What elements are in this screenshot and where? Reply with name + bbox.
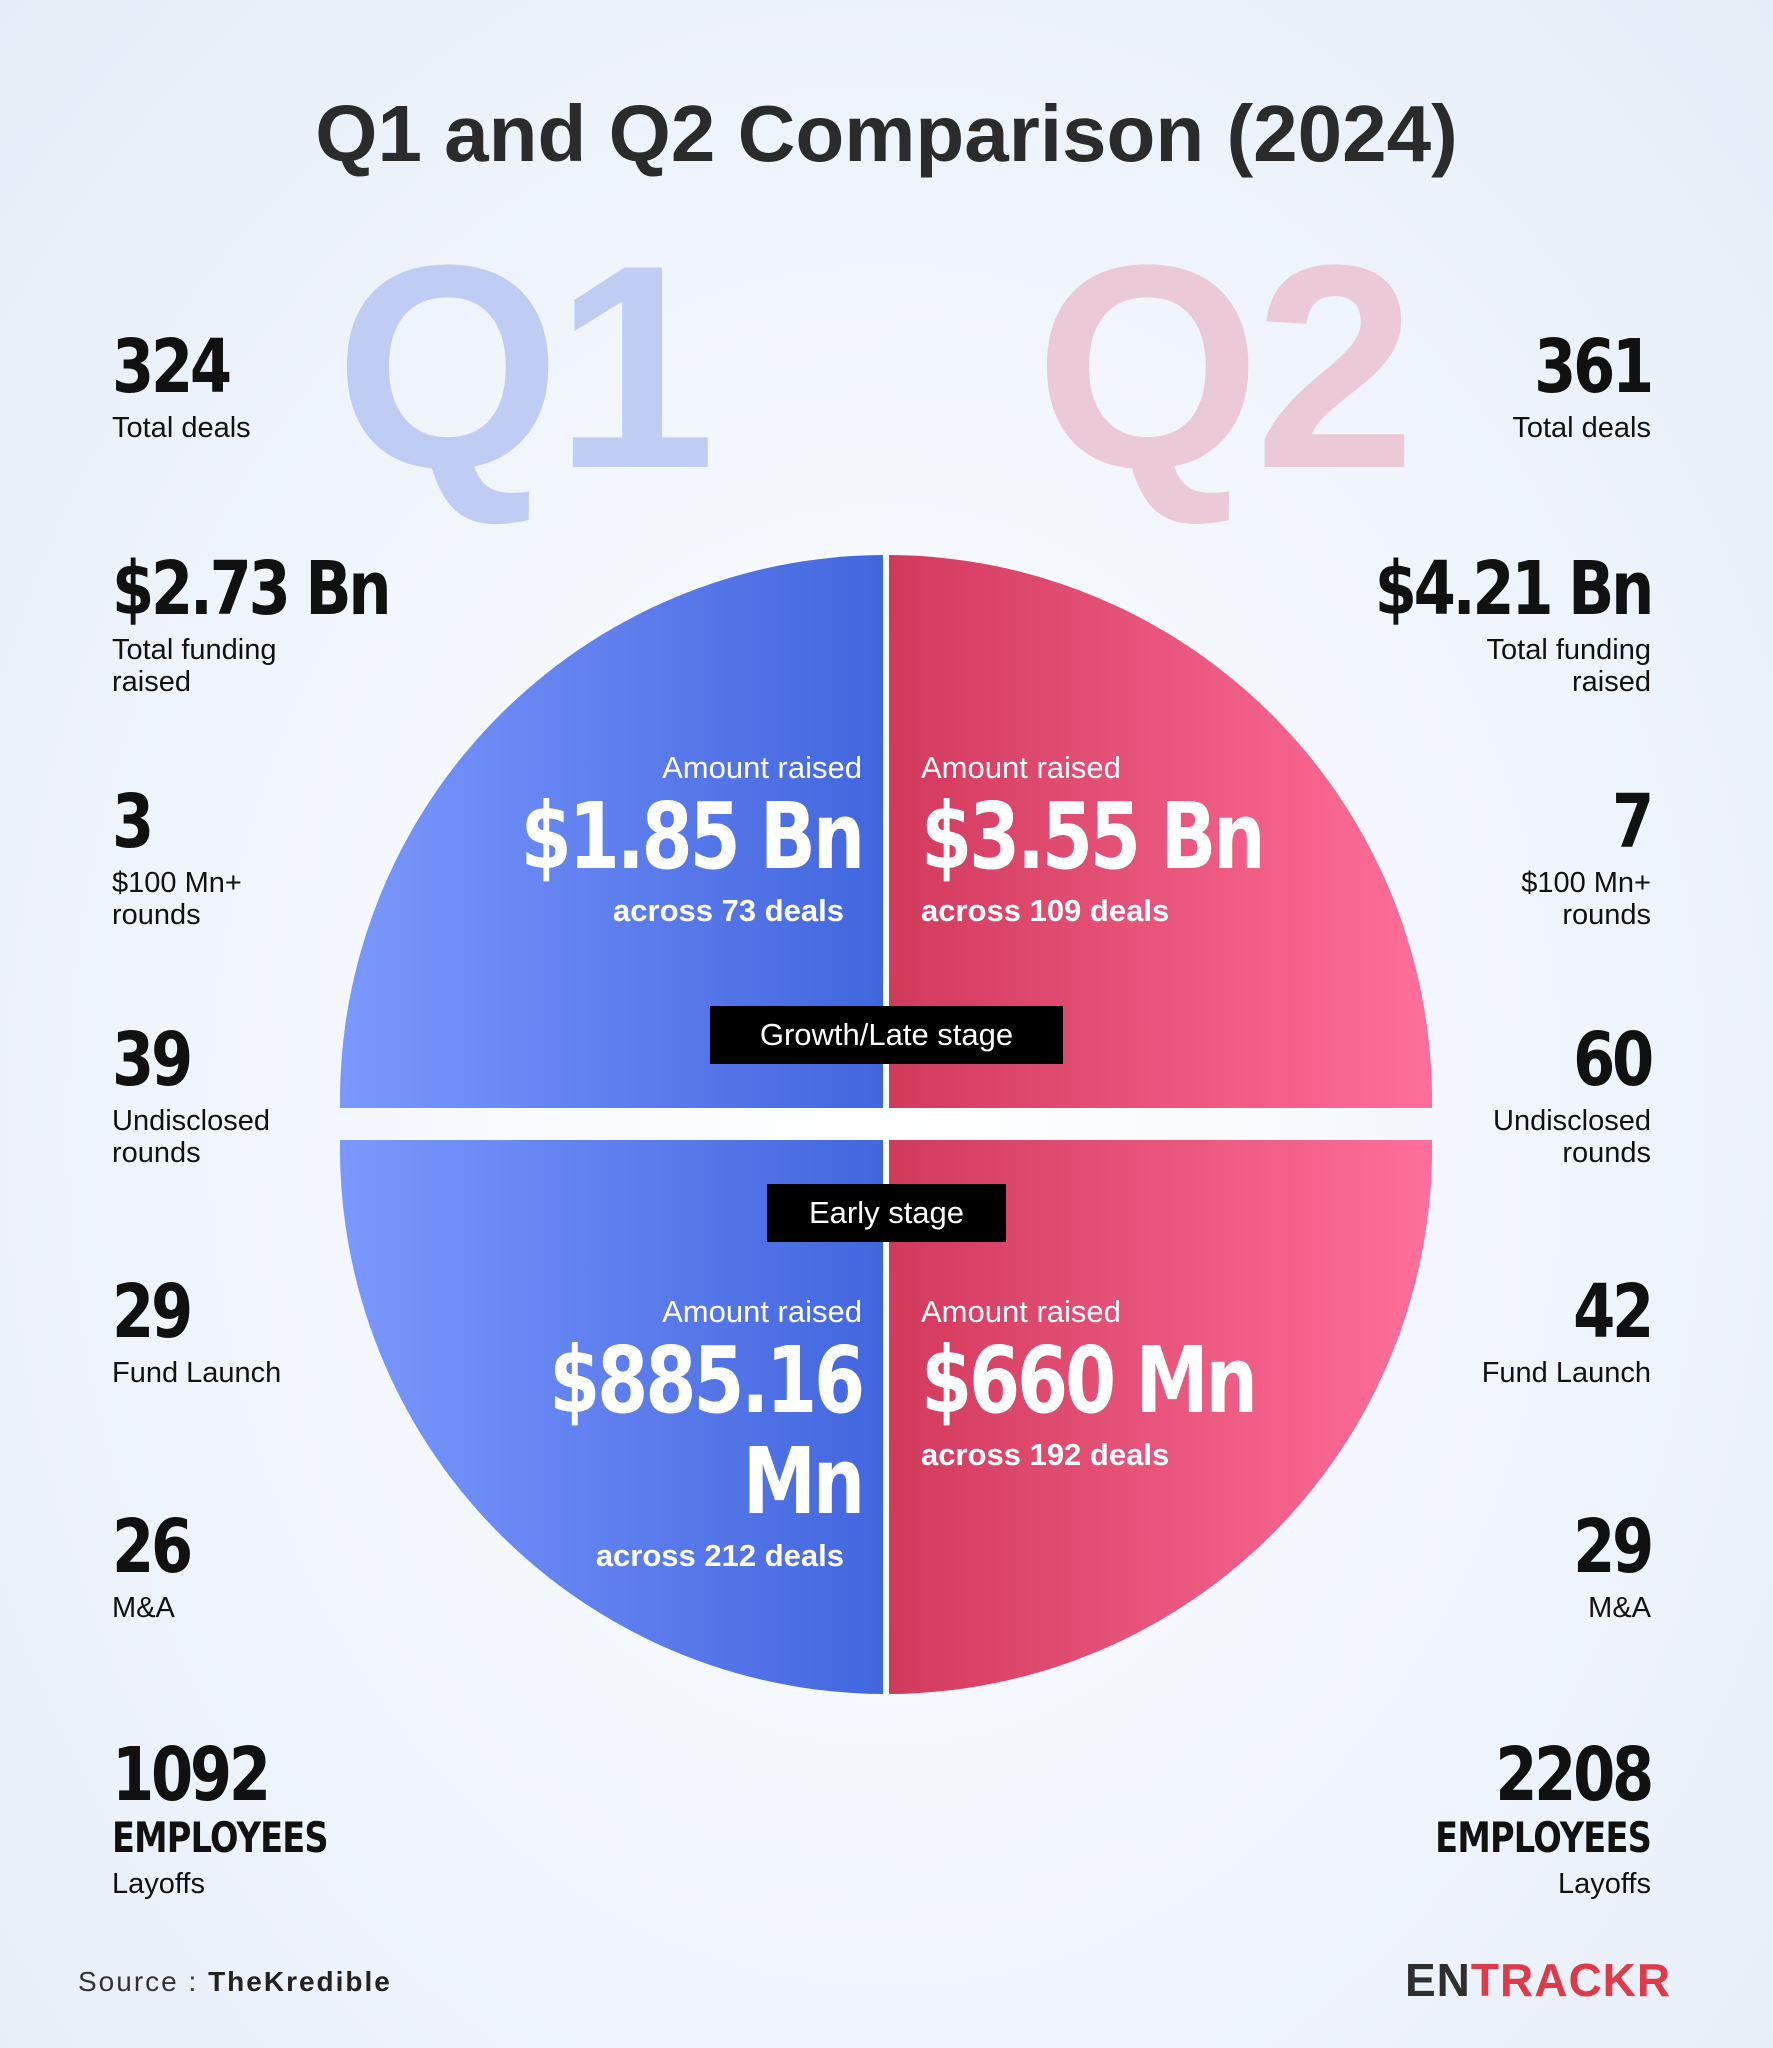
stat-value: 26: [112, 1504, 193, 1590]
stat-label: Total deals: [112, 412, 251, 444]
q1-early-quadrant: [339, 1140, 883, 1694]
logo-part-2: TRACKR: [1470, 1954, 1672, 2006]
q2-undisclosed: 60 Undisclosed rounds: [1231, 1017, 1654, 1169]
stat-label: Total deals: [1512, 412, 1651, 444]
stat-value: 29: [1573, 1504, 1654, 1590]
logo-part-1: EN: [1405, 1954, 1471, 2006]
stat-value: 39: [112, 1017, 193, 1103]
q2-growth-quadrant: [889, 555, 1433, 1108]
q1-undisclosed: 39 Undisclosed rounds: [112, 1023, 532, 1169]
stat-value: $4.21 Bn: [1374, 546, 1655, 632]
amount-value: $885.16 Mn: [549, 1327, 865, 1536]
stat-label: M&A: [112, 1592, 175, 1624]
stat-label: M&A: [1588, 1592, 1651, 1624]
amount-caption: Amount raised: [662, 1294, 862, 1329]
stat-label: Layoffs: [112, 1868, 205, 1901]
stat-label: $100 Mn+ rounds: [1521, 867, 1651, 931]
amount-value: $660 Mn: [921, 1327, 1258, 1434]
stat-value: 60: [1573, 1017, 1654, 1103]
q2-early-amount: Amount raised $660 Mn across 192 deals: [921, 1294, 1361, 1473]
q1-layoffs: 1092 EMPLOYEES Layoffs: [112, 1738, 532, 1900]
q1-growth-amount: Amount raised $1.85 Bn across 73 deals: [422, 750, 866, 929]
amount-deals: across 73 deals: [613, 893, 844, 929]
stat-value: 7: [1612, 779, 1654, 865]
q2-total-deals: 361 Total deals: [1231, 324, 1654, 444]
early-stage-label: Early stage: [767, 1184, 1006, 1242]
amount-deals: across 212 deals: [595, 1538, 844, 1574]
q2-watermark: Q2: [1035, 205, 1416, 529]
q1-early-amount: Amount raised $885.16 Mn across 212 deal…: [422, 1294, 865, 1574]
stat-label: Fund Launch: [1481, 1357, 1651, 1389]
stat-label: Undisclosed rounds: [112, 1105, 270, 1169]
stat-label: Total funding raised: [112, 634, 277, 698]
q1-watermark: Q1: [335, 205, 716, 529]
stat-label: $100 Mn+ rounds: [112, 867, 242, 931]
q2-total-funding: $4.21 Bn Total funding raised: [1231, 546, 1655, 698]
q1-ma: 26 M&A: [112, 1510, 532, 1624]
page-title: Q1 and Q2 Comparison (2024): [315, 89, 1458, 178]
entrackr-logo: ENTRACKR: [1405, 1953, 1671, 2007]
stat-unit: EMPLOYEES: [112, 1813, 329, 1862]
amount-value: $1.85 Bn: [520, 783, 866, 890]
stat-value: $2.73 Bn: [112, 546, 392, 632]
amount-deals: across 192 deals: [921, 1437, 1170, 1473]
stat-value: 42: [1573, 1269, 1654, 1355]
amount-caption: Amount raised: [921, 750, 1121, 785]
stat-label: Total funding raised: [1486, 634, 1651, 698]
growth-stage-label: Growth/Late stage: [710, 1006, 1063, 1064]
source-name: TheKredible: [208, 1966, 392, 1997]
q1-total-funding: $2.73 Bn Total funding raised: [112, 552, 532, 698]
stat-value: 29: [112, 1269, 193, 1355]
stat-value: 1092: [112, 1732, 271, 1818]
source-prefix: Source :: [78, 1966, 209, 1997]
stat-label: Undisclosed rounds: [1493, 1105, 1651, 1169]
q1-big-rounds: 3 $100 Mn+ rounds: [112, 785, 532, 931]
q2-ma: 29 M&A: [1231, 1504, 1654, 1624]
amount-caption: Amount raised: [921, 1294, 1121, 1329]
amount-deals: across 109 deals: [921, 893, 1170, 929]
stat-label: Fund Launch: [112, 1357, 282, 1389]
q2-layoffs: 2208 EMPLOYEES Layoffs: [1231, 1732, 1654, 1901]
stat-value: 2208: [1495, 1732, 1654, 1818]
stat-value: 324: [112, 324, 232, 410]
q2-early-quadrant: [889, 1140, 1433, 1694]
q2-growth-amount: Amount raised $3.55 Bn across 109 deals: [921, 750, 1361, 929]
stat-value: 3: [112, 779, 154, 865]
amount-value: $3.55 Bn: [921, 783, 1266, 890]
stat-unit: EMPLOYEES: [1435, 1813, 1652, 1862]
stat-label: Layoffs: [1558, 1868, 1651, 1901]
q2-big-rounds: 7 $100 Mn+ rounds: [1231, 779, 1654, 931]
q1-growth-quadrant: [339, 555, 884, 1108]
source-credit: Source : TheKredible: [78, 1966, 392, 1998]
q2-fund-launch: 42 Fund Launch: [1231, 1269, 1655, 1389]
q1-fund-launch: 29 Fund Launch: [112, 1275, 532, 1389]
amount-caption: Amount raised: [662, 750, 862, 785]
stat-value: 361: [1534, 324, 1654, 410]
q1-total-deals: 324 Total deals: [112, 330, 532, 444]
